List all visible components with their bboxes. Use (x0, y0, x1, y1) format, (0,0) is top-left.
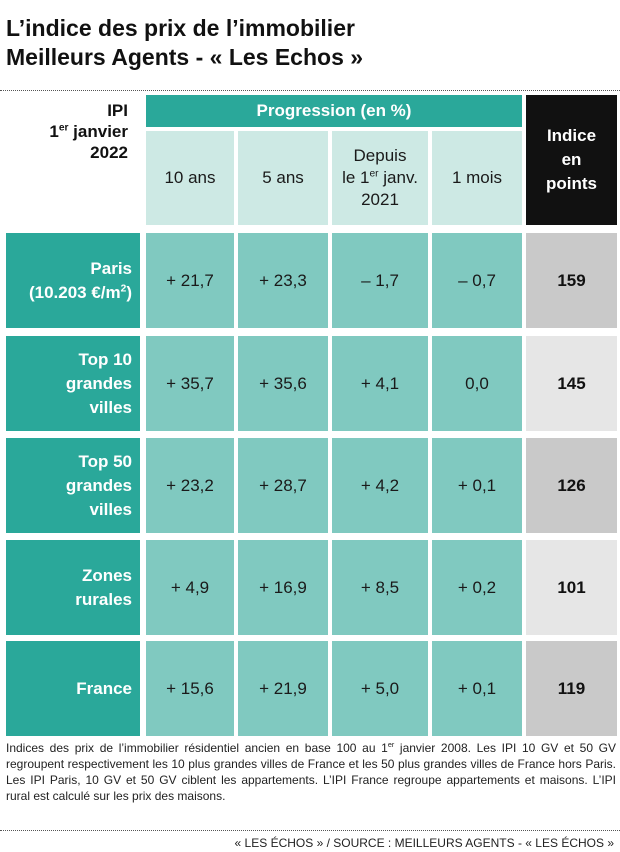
ipi-date-label: IPI 1er janvier 2022 (0, 100, 128, 163)
value-cell: + 21,7 (146, 233, 234, 328)
value-cell: + 4,2 (332, 438, 428, 533)
value-cell: + 15,6 (146, 641, 234, 736)
depuis-line-2: le 1er janv. (342, 167, 418, 189)
index-cell: 126 (526, 438, 617, 533)
row-label: France (6, 641, 140, 736)
index-header-line-1: Indice (546, 126, 597, 145)
value-cell: + 35,6 (238, 336, 328, 431)
row-label-line: Top 50 (78, 451, 132, 471)
title-line-2: Meilleurs Agents - « Les Echos » (6, 44, 364, 70)
value-cell: 0,0 (432, 336, 522, 431)
value-cell: + 28,7 (238, 438, 328, 533)
footnote-sup: er (387, 740, 395, 749)
index-header: Indice en points (526, 95, 617, 225)
row-label-line: rurales (75, 589, 132, 609)
row-label-line: Paris (90, 258, 132, 278)
index-cell: 119 (526, 641, 617, 736)
value-cell: + 21,9 (238, 641, 328, 736)
row-label: Top 50 grandes villes (6, 438, 140, 533)
column-header-1-mois: 1 mois (432, 131, 522, 225)
index-header-line-3: points (546, 174, 597, 193)
index-cell: 159 (526, 233, 617, 328)
column-header-depuis: Depuis le 1er janv. 2021 (332, 131, 428, 225)
bottom-divider (0, 830, 620, 831)
footnote: Indices des prix de l’immobilier résiden… (6, 740, 616, 804)
row-label-line: grandes (65, 373, 132, 393)
row-label: Paris (10.203 €/m2) (6, 233, 140, 328)
title-line-1: L’indice des prix de l’immobilier (6, 15, 355, 41)
value-cell: + 0,1 (432, 641, 522, 736)
index-cell: 101 (526, 540, 617, 635)
row-label: Zones rurales (6, 540, 140, 635)
chart-title: L’indice des prix de l’immobilier Meille… (6, 14, 606, 72)
ipi-label-line-3: 2022 (90, 143, 128, 162)
row-label-line: Top 10 (78, 349, 132, 369)
value-cell: + 23,3 (238, 233, 328, 328)
value-cell: + 23,2 (146, 438, 234, 533)
column-header-5-ans: 5 ans (238, 131, 328, 225)
value-cell: + 0,2 (432, 540, 522, 635)
value-cell: + 4,9 (146, 540, 234, 635)
row-label-line: France (76, 678, 132, 698)
column-header-10-ans: 10 ans (146, 131, 234, 225)
value-cell: + 5,0 (332, 641, 428, 736)
row-label-line: Zones (81, 565, 132, 585)
progression-header: Progression (en %) (146, 95, 522, 127)
depuis-line-2-sup: er (369, 168, 379, 180)
depuis-line-1: Depuis (353, 146, 407, 165)
footnote-post: janvier 2008. Les IPI 10 GV et 50 GV reg… (6, 741, 617, 803)
value-cell: + 16,9 (238, 540, 328, 635)
value-cell: – 1,7 (332, 233, 428, 328)
source-credit: « LES ÉCHOS » / SOURCE : MEILLEURS AGENT… (234, 836, 614, 850)
ipi-label-line-1: IPI (107, 101, 128, 120)
row-label-line: villes (89, 397, 132, 417)
ipi-label-month: janvier (68, 122, 128, 141)
value-cell: + 0,1 (432, 438, 522, 533)
value-cell: + 8,5 (332, 540, 428, 635)
ipi-label-line-2: 1er janvier (0, 121, 128, 142)
depuis-line-2-pre: le 1 (342, 168, 370, 187)
row-label-line: grandes (65, 475, 132, 495)
ipi-label-sup: er (58, 122, 69, 134)
depuis-line-3: 2021 (361, 190, 399, 209)
value-cell: + 35,7 (146, 336, 234, 431)
row-label-price: (10.203 €/m2) (28, 282, 132, 302)
footnote-pre: Indices des prix de l’immobilier résiden… (6, 741, 388, 755)
depuis-line-2-post: janv. (378, 168, 418, 187)
top-divider (0, 90, 620, 91)
ipi-label-day: 1 (49, 122, 59, 141)
index-header-line-2: en (561, 150, 582, 169)
value-cell: – 0,7 (432, 233, 522, 328)
row-label: Top 10 grandes villes (6, 336, 140, 431)
row-label-line: villes (89, 499, 132, 519)
value-cell: + 4,1 (332, 336, 428, 431)
index-cell: 145 (526, 336, 617, 431)
